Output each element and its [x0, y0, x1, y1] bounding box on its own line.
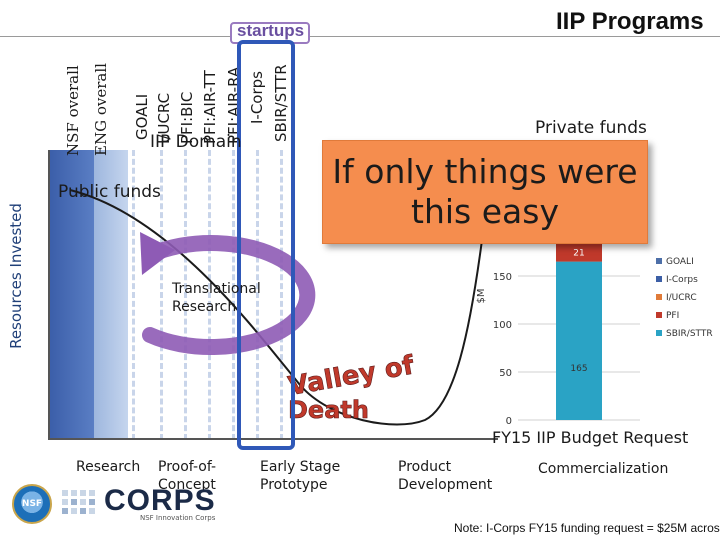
- page-title: IIP Programs: [556, 8, 704, 35]
- x-axis-line: [48, 438, 498, 440]
- funding-curve: [69, 189, 483, 426]
- budget-y-tick-label: 150: [493, 272, 512, 283]
- program-column-pfi-air-tt: [208, 150, 211, 440]
- translational-research-label: Translational Research: [172, 281, 261, 315]
- easy-callout-box: If only things were this easy: [322, 140, 648, 244]
- corps-subtitle: NSF Innovation Corps: [140, 514, 216, 522]
- cycle-arrowhead: [140, 232, 175, 275]
- private-funds-label: Private funds: [535, 118, 647, 138]
- legend-swatch: [656, 330, 662, 336]
- iip-domain-label: IIP Domain: [150, 132, 242, 152]
- stage-research: Research: [76, 459, 141, 475]
- budget-chart: $M 0 50 100 150 165 21 GOALI I-Corps I/UCRC PFI SBI…: [476, 244, 713, 427]
- public-funds-label: Public funds: [58, 182, 161, 202]
- startups-label: startups: [237, 21, 305, 40]
- label-nsf-overall: NSF overall: [64, 65, 82, 156]
- program-column-sbir: [280, 150, 283, 440]
- budget-data-label: 21: [573, 249, 584, 259]
- legend-swatch: [656, 276, 662, 282]
- stage-commercialization: Commercialization: [538, 461, 669, 477]
- budget-y-tick-label: 50: [499, 368, 512, 379]
- nsf-seal-logo: NSF: [12, 484, 52, 524]
- nsf-overall-bar: [48, 150, 94, 438]
- corps-dots-icon: [62, 490, 95, 514]
- legend-entry: GOALI: [666, 257, 694, 267]
- icorps-sbir-highlight-box: [237, 40, 295, 450]
- translational-cycle-arrow: [142, 235, 316, 355]
- label-goali: GOALI: [133, 93, 151, 140]
- budget-data-label: 165: [570, 364, 587, 374]
- budget-y-axis-label: $M: [476, 289, 487, 304]
- easy-callout-text: If only things were this easy: [332, 152, 638, 231]
- stage-proof-of-concept: Proof-of- Concept: [158, 459, 217, 493]
- budget-y-tick-label: 0: [506, 416, 512, 427]
- budget-bar-pfi: [556, 244, 602, 262]
- funding-note: Note: I-Corps FY15 funding request = $25…: [454, 521, 720, 535]
- program-column-icorps: [256, 150, 259, 440]
- budget-bar-sbir-sttr: [556, 261, 602, 420]
- program-column-goali: [132, 150, 135, 440]
- legend-swatch: [656, 294, 662, 300]
- legend-entry: I/UCRC: [666, 293, 697, 303]
- stage-early-prototype: Early Stage Prototype: [260, 459, 341, 493]
- program-column-iucrc: [160, 150, 163, 440]
- budget-y-tick-label: 100: [493, 320, 512, 331]
- title-divider: [0, 36, 720, 37]
- valley-of-death-text: Valley of: [286, 350, 417, 402]
- corps-wordmark: CORPS: [104, 484, 216, 517]
- budget-chart-title: FY15 IIP Budget Request: [492, 428, 689, 447]
- legend-entry: PFI: [666, 311, 679, 321]
- legend-entry: I-Corps: [666, 275, 698, 285]
- program-column-pfi-bic: [184, 150, 187, 440]
- stage-product-development: Product Development: [398, 459, 493, 493]
- program-column-pfi-air-ra: [232, 150, 235, 440]
- label-eng-overall: ENG overall: [92, 63, 110, 156]
- y-axis-line: [48, 150, 50, 440]
- legend-swatch: [656, 258, 662, 264]
- legend-entry: SBIR/STTR: [666, 329, 713, 339]
- legend-swatch: [656, 312, 662, 318]
- nsf-seal-text: NSF: [21, 499, 43, 509]
- valley-of-death-text-2: Death: [288, 396, 369, 424]
- eng-overall-bar: [94, 150, 128, 438]
